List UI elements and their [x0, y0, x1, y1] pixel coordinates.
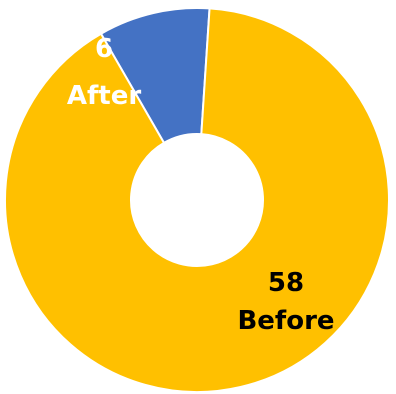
value-label-before: 58 — [268, 268, 304, 298]
value-label-after: 6 — [95, 34, 113, 64]
slice-before — [4, 7, 390, 393]
chart-labels: 6 After 58 Before — [67, 34, 335, 336]
category-label-before: Before — [237, 306, 334, 336]
data-label-after: 6 After — [67, 34, 141, 111]
data-label-before: 58 Before — [237, 268, 334, 336]
chart-slices — [4, 7, 390, 393]
category-label-after: After — [67, 81, 141, 111]
